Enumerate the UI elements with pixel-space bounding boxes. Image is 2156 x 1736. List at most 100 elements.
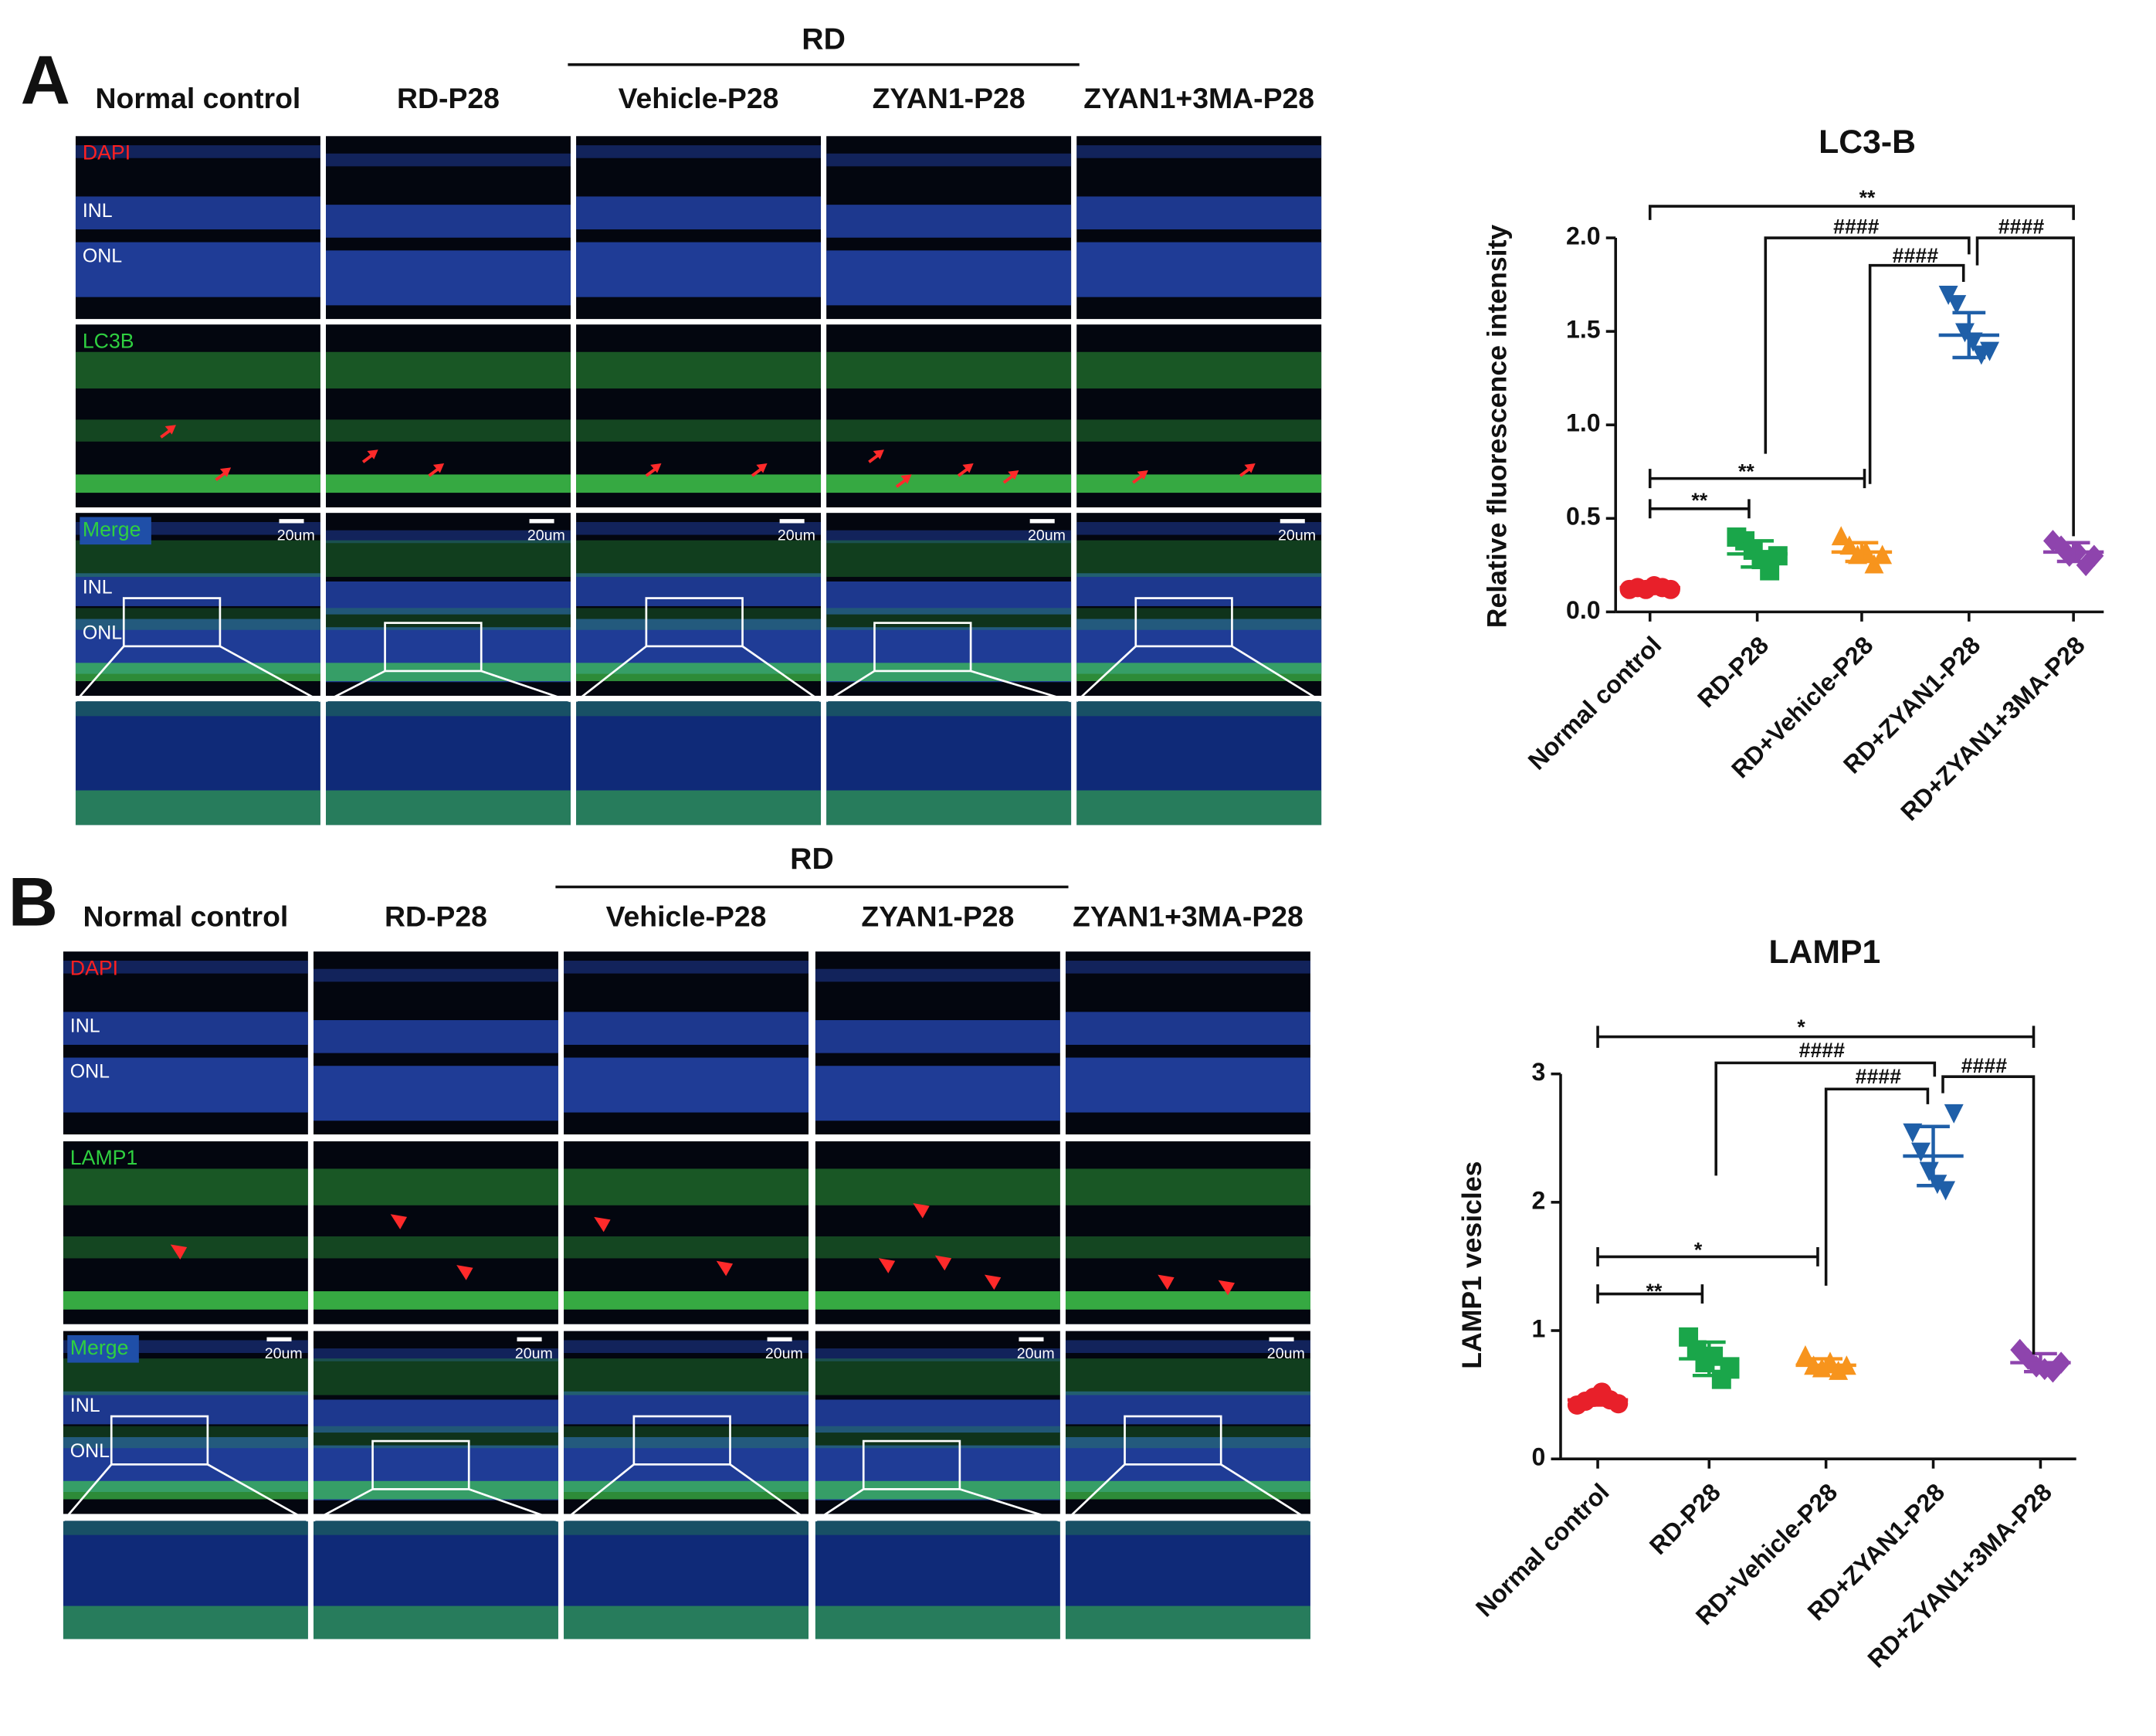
stain-band [75, 540, 320, 578]
y-axis-label: Relative fluorescence intensity [1481, 225, 1512, 629]
stain-band [1076, 419, 1322, 442]
nuclear-band [1076, 196, 1322, 230]
data-point [1839, 535, 1859, 555]
significance-label: * [1694, 1238, 1703, 1261]
nuclear-band [564, 1057, 809, 1113]
zoom-line [207, 1463, 309, 1522]
stain-band [63, 1358, 308, 1395]
stain-band [826, 419, 1072, 442]
stain-band [576, 351, 822, 389]
nuclear-band [826, 530, 1072, 544]
zoom-box [1124, 1415, 1222, 1466]
stain-band [826, 790, 1072, 826]
stain-band [1076, 608, 1322, 630]
layer-label: ONL [83, 622, 122, 643]
group-label: RD [790, 843, 834, 876]
zoom-box [110, 1415, 209, 1466]
arrow-head [594, 1216, 611, 1232]
zoom-line [468, 1488, 559, 1522]
arrow-head [1244, 463, 1256, 473]
stain-band [75, 701, 320, 717]
nuclear-band [826, 250, 1072, 306]
significance-bracket [1868, 263, 1965, 484]
stain-band [815, 1426, 1060, 1449]
nuclear-band [576, 522, 822, 535]
stain-band [1065, 1168, 1310, 1205]
significance-label: #### [1961, 1054, 2008, 1077]
significance-bracket [1714, 1061, 1937, 1176]
zoom-line [1220, 1463, 1311, 1522]
arrow-head [984, 1274, 1002, 1290]
stain-band [75, 790, 320, 826]
stain-band [815, 1291, 1060, 1310]
stain-band [576, 608, 822, 630]
arrow-head [962, 463, 974, 473]
scale-label: 20um [265, 1345, 303, 1362]
zoom-line [325, 670, 386, 703]
significance-label: ** [1691, 489, 1707, 512]
stain-band [326, 419, 571, 442]
stain-band [313, 1168, 558, 1205]
zoom-line [219, 645, 321, 703]
significance-label: #### [1856, 1065, 1902, 1088]
group-label: RD [802, 23, 846, 56]
layer-label: INL [70, 1015, 100, 1037]
nuclear-band [1076, 522, 1322, 535]
zoom-box [873, 622, 972, 673]
zoom-line [1065, 1463, 1126, 1522]
arrow-head [164, 425, 176, 435]
nuclear-band [75, 196, 320, 230]
zoom-line [729, 1463, 809, 1522]
stain-band [1065, 1605, 1310, 1639]
stain-band [1076, 351, 1322, 389]
zoom-line [815, 1488, 864, 1522]
stain-band [564, 1521, 809, 1535]
significance-label: * [1797, 1015, 1805, 1039]
y-tick-label: 3 [1532, 1058, 1546, 1086]
stain-band [564, 1605, 809, 1639]
x-tick-label: RD+ZYAN1+3MA-P28 [1895, 631, 2090, 826]
significance-label: ** [1859, 186, 1876, 209]
stain-band [326, 351, 571, 389]
data-point [1703, 1346, 1724, 1366]
stain-band [564, 1168, 809, 1205]
stain-band [815, 1358, 1060, 1395]
stain-band [326, 701, 571, 717]
channel-label: DAPI [70, 956, 118, 979]
nuclear-band [576, 145, 822, 158]
stain-band [576, 663, 822, 682]
layer-label: ONL [83, 246, 122, 267]
nuclear-band [564, 1340, 809, 1354]
zoom-line [62, 1463, 113, 1522]
nuclear-band [564, 1012, 809, 1045]
stain-band [313, 1291, 558, 1310]
arrow-head [873, 449, 884, 459]
column-header: RD-P28 [397, 82, 500, 114]
zoom-line [1231, 645, 1322, 703]
nuclear-band [75, 242, 320, 297]
nuclear-band [75, 573, 320, 606]
data-point [1831, 526, 1851, 546]
data-point [1980, 341, 1999, 361]
stain-band [815, 1236, 1060, 1259]
nuclear-band [1065, 961, 1310, 974]
column-header: Vehicle-P28 [606, 900, 767, 932]
data-point [1944, 1104, 1964, 1124]
channel-label: LAMP1 [70, 1146, 138, 1169]
nuclear-band [564, 1391, 809, 1425]
scale-label: 20um [1017, 1345, 1055, 1362]
nuclear-band [815, 1348, 1060, 1361]
nuclear-band [1065, 1057, 1310, 1113]
stain-band [313, 1426, 558, 1449]
arrow-head [716, 1260, 734, 1277]
y-tick-label: 0 [1532, 1443, 1546, 1471]
y-tick-label: 0.5 [1566, 503, 1601, 531]
significance-bracket [1941, 1075, 2036, 1355]
nuclear-band [313, 968, 558, 982]
stain-band [63, 1426, 308, 1449]
stain-band [63, 1480, 308, 1500]
significance-label: #### [1893, 244, 1939, 267]
stain-band [63, 1291, 308, 1310]
zoom-line [575, 645, 647, 703]
stain-band [326, 790, 571, 826]
